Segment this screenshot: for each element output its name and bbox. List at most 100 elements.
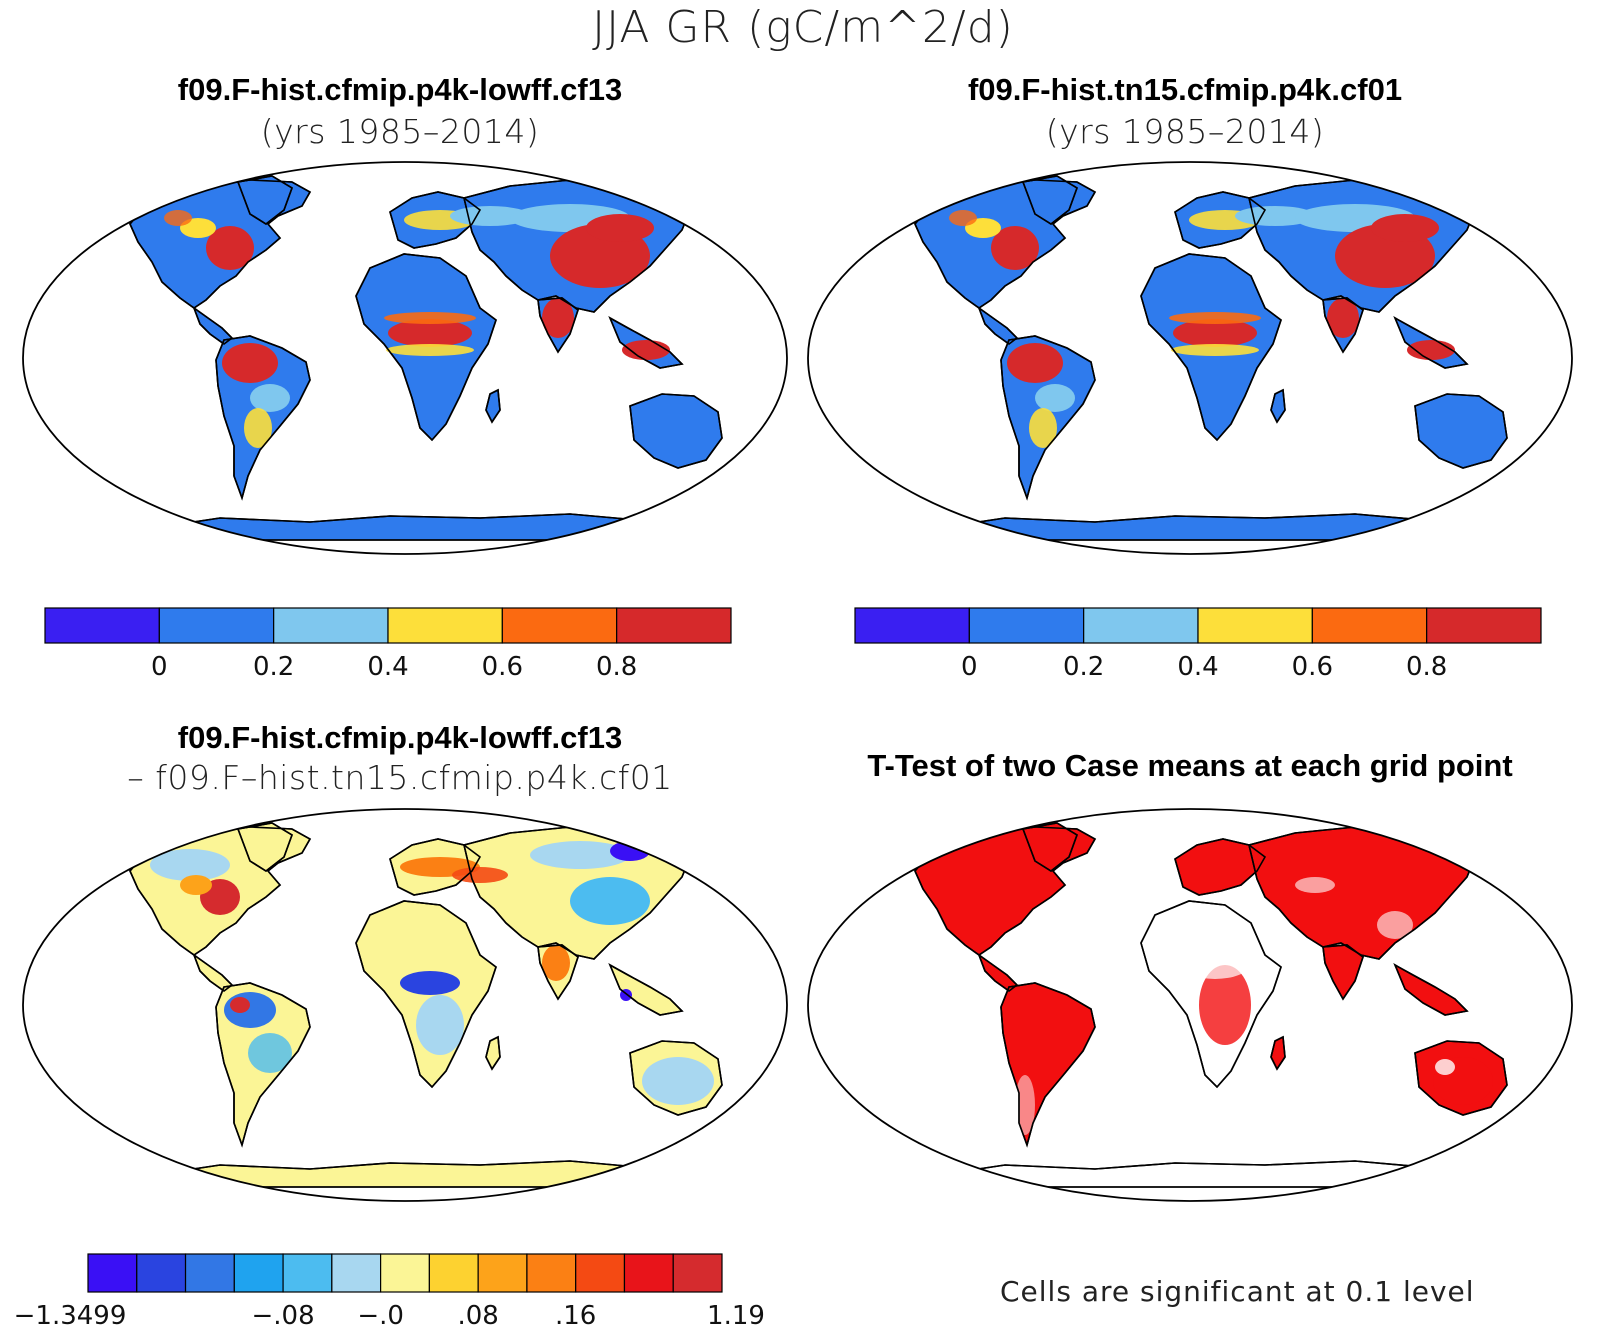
- colorbar-tick-label: 0.6: [1292, 652, 1333, 682]
- coastline-seAsia: [608, 963, 684, 1016]
- field-patch: [250, 384, 290, 412]
- field-patch: [1173, 319, 1257, 347]
- coastline-southAmerica: [1000, 982, 1096, 1148]
- field-patch: [1327, 298, 1359, 338]
- coastline-seAsia: [608, 316, 684, 369]
- coastline-centralAmerica: [977, 952, 1019, 992]
- continent-antarctica: [39, 513, 771, 541]
- colorbar-swatch: [184, 1253, 235, 1293]
- coastline-northAmerica: [914, 179, 1097, 309]
- field-patch: [1015, 1075, 1035, 1135]
- field-patch: [180, 875, 212, 895]
- colorbar-swatch: [968, 607, 1085, 644]
- panel3-title-line1: f09.F-hist.cfmip.p4k-lowff.cf13: [177, 720, 623, 755]
- field-patch: [1035, 384, 1075, 412]
- colorbar-swatch: [282, 1253, 333, 1293]
- coastline-antarctica: [824, 513, 1556, 541]
- colorbar-swatch: [501, 607, 618, 644]
- field-patch: [1377, 911, 1413, 939]
- colorbar-tick-label: −.08: [252, 1301, 315, 1327]
- coastline-northAmerica: [129, 826, 312, 956]
- colorbar-swatch: [158, 607, 275, 644]
- field-patch: [1181, 951, 1249, 979]
- colorbar-tick-label: 0: [961, 652, 978, 682]
- coastline-greenland: [1021, 822, 1078, 872]
- colorbar-swatch: [526, 1253, 577, 1293]
- field-patch: [1029, 408, 1057, 448]
- colorbar-swatch: [87, 1253, 138, 1293]
- colorbar-swatch: [331, 1253, 382, 1293]
- colorbar-swatch: [477, 1253, 528, 1293]
- coastline-northAmerica: [914, 826, 1097, 956]
- figure-title: JJA GR (gC/m^2/d): [592, 2, 1014, 53]
- colorbar-tick-label: .16: [555, 1301, 596, 1327]
- field-patch: [542, 298, 574, 338]
- field-patch: [610, 841, 650, 861]
- coastline-greenland: [236, 175, 293, 225]
- continent-antarctica: [824, 513, 1556, 541]
- panel1-title-line1: f09.F-hist.cfmip.p4k-lowff.cf13: [177, 72, 623, 107]
- coastline-europe: [1174, 838, 1267, 896]
- field-patch: [384, 312, 476, 324]
- panel1-title-line2: (yrs 1985–2014): [260, 112, 540, 151]
- coastline-centralAmerica: [977, 305, 1019, 345]
- colorbar-tick-label: 0.2: [1063, 652, 1104, 682]
- field-patch: [1007, 343, 1063, 383]
- coastline-greenland: [236, 822, 293, 872]
- field-patch: [1435, 1059, 1455, 1075]
- coastline-australia: [629, 393, 723, 469]
- coastline-antarctica: [39, 1160, 771, 1188]
- field-patch: [542, 945, 570, 981]
- field-patch: [386, 344, 474, 356]
- colorbar-swatch: [672, 1253, 723, 1293]
- colorbar-tick-label: 0.8: [596, 652, 637, 682]
- field-patch: [244, 408, 272, 448]
- map-border: [22, 808, 788, 1202]
- field-patch: [180, 218, 216, 238]
- field-patch: [1169, 312, 1261, 324]
- colorbar-swatch: [1426, 607, 1542, 644]
- colorbar-tick-label: 0.2: [253, 652, 294, 682]
- colorbar-tick-label: −1.3499: [14, 1301, 127, 1327]
- coastline-australia: [1414, 393, 1508, 469]
- colorbar-swatch: [1083, 607, 1199, 644]
- colorbar-swatch: [44, 607, 160, 644]
- coastline-northAmerica: [129, 179, 312, 309]
- field-patch: [530, 841, 630, 869]
- colorbar-swatch: [575, 1253, 626, 1293]
- continent-antarctica: [824, 1160, 1556, 1188]
- colorbar-tick-label: 0.4: [367, 652, 408, 682]
- field-patch: [400, 971, 460, 995]
- colorbar-tick-label: 0.8: [1406, 652, 1447, 682]
- colorbar-swatch: [623, 1253, 674, 1293]
- coastline-europe: [389, 191, 482, 249]
- field-patch: [1199, 965, 1251, 1045]
- colorbar-swatch: [136, 1253, 187, 1293]
- coastline-india: [537, 944, 579, 1001]
- field-patch: [150, 849, 230, 881]
- colorbar-case2: 0 0.2 0.4 0.6 0.8: [854, 607, 1542, 682]
- field-patch: [452, 867, 508, 883]
- coastline-madagascar: [485, 388, 501, 424]
- map-border: [807, 161, 1573, 555]
- colorbar-tick-label: 1.19: [707, 1301, 765, 1327]
- coastline-australia: [629, 1040, 723, 1116]
- panel2-title-line1: f09.F-hist.tn15.cfmip.p4k.cf01: [967, 72, 1403, 107]
- coastline-india: [1322, 944, 1364, 1001]
- coastline-southAmerica: [215, 982, 311, 1148]
- coastline-seAsia: [1393, 316, 1469, 369]
- colorbar-tick-label: .08: [457, 1301, 498, 1327]
- coastline-madagascar: [1270, 1035, 1286, 1071]
- colorbar-tick-label: 0: [151, 652, 168, 682]
- coastline-antarctica: [39, 513, 771, 541]
- colorbar-swatch: [1197, 607, 1313, 644]
- coastline-europe: [1174, 191, 1267, 249]
- colorbar-swatch: [854, 607, 970, 644]
- panel4-title: T-Test of two Case means at each grid po…: [867, 748, 1513, 783]
- coastline-india: [537, 297, 579, 354]
- map-case2: [807, 161, 1573, 555]
- coastline-madagascar: [485, 1035, 501, 1071]
- panel2-title-line2: (yrs 1985–2014): [1045, 112, 1325, 151]
- field-patch: [1371, 214, 1439, 242]
- coastline-africa: [355, 253, 497, 442]
